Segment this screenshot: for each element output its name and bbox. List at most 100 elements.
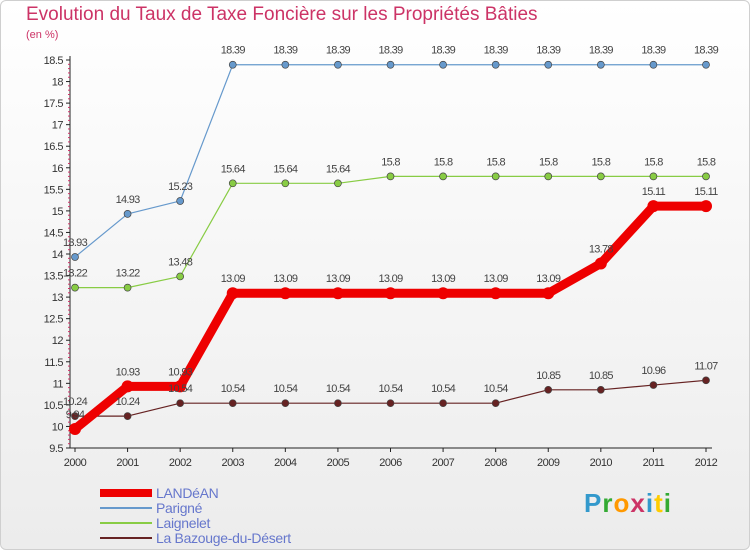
data-point [647, 200, 660, 213]
legend: LANDéAN Parigné Laignelet La Bazouge-du-Dés… [100, 485, 291, 546]
data-point [700, 200, 712, 213]
data-point [228, 60, 237, 69]
data-point [228, 399, 237, 408]
data-label: 13.09 [221, 273, 246, 285]
data-point [439, 172, 447, 181]
data-label: 10.54 [221, 383, 246, 395]
data-label: 9.94 [66, 409, 85, 421]
x-tick-label: 2012 [695, 457, 718, 469]
data-label: 15.64 [273, 163, 298, 175]
data-label: 18.39 [484, 45, 509, 57]
data-label: 15.11 [642, 186, 666, 198]
logo-letter: o [613, 488, 631, 518]
data-point [71, 412, 79, 420]
data-point [121, 380, 134, 393]
y-tick-label: 10.5 [44, 400, 64, 412]
data-label: 18.39 [536, 45, 561, 57]
legend-item: LANDéAN [100, 485, 291, 501]
data-point [174, 380, 187, 393]
data-label: 15.8 [592, 156, 611, 168]
y-tick-label: 13 [52, 292, 64, 304]
data-point [542, 287, 555, 300]
data-point [386, 60, 395, 69]
y-tick-label: 13.5 [44, 271, 64, 283]
data-point [123, 283, 132, 292]
data-label: 13.09 [273, 273, 298, 285]
data-point [702, 60, 710, 69]
data-labels: 13.93 14.93 15.23 18.39 18.39 18.39 18.39 18.39… [63, 45, 719, 421]
data-label: 10.85 [536, 370, 561, 382]
y-tick-label: 16.5 [44, 141, 64, 153]
data-label: 14.93 [116, 194, 141, 206]
data-point [544, 385, 553, 394]
data-point [384, 287, 397, 300]
data-point [439, 60, 447, 69]
logo-letter: P [584, 488, 603, 518]
data-point [491, 172, 500, 181]
data-label: 10.54 [431, 383, 456, 395]
legend-item: Laignelet [100, 515, 291, 531]
data-point [544, 172, 553, 181]
data-label: 10.93 [116, 366, 141, 378]
y-tick-label: 12.5 [44, 314, 64, 326]
data-label: 15.8 [486, 156, 505, 168]
data-point [439, 399, 447, 408]
unit-label: (en %) [26, 29, 59, 41]
data-label: 15.8 [644, 156, 663, 168]
y-tick-label: 15 [52, 206, 64, 218]
data-label: 15.64 [326, 163, 351, 175]
data-label: 18.39 [694, 45, 719, 57]
data-point [491, 399, 500, 408]
data-point [71, 253, 79, 261]
axes: 9.5 10 10.5 11 11.5 12 12.5 13 13.5 14 14.5 15 15.5 1… [44, 55, 719, 469]
data-label: 13.48 [168, 256, 193, 268]
x-tick-label: 2005 [327, 457, 350, 469]
data-label: 10.54 [378, 383, 403, 395]
data-point [702, 172, 710, 181]
data-label: 13.93 [63, 237, 88, 249]
data-label: 10.93 [168, 366, 193, 378]
legend-item: La Bazouge-du-Désert [100, 530, 291, 546]
chart-title: Evolution du Taux de Taxe Foncière sur l… [26, 4, 538, 25]
data-point [702, 376, 710, 385]
series-line [74, 175, 707, 289]
legend-item: Parigné [100, 500, 291, 516]
data-label: 18.39 [589, 45, 614, 57]
data-point [594, 257, 607, 270]
data-point [176, 272, 185, 281]
data-label: 10.24 [63, 396, 88, 408]
logo-letter: x [630, 488, 646, 518]
data-label: 13.09 [536, 273, 561, 285]
data-point [228, 179, 237, 188]
y-tick-label: 10 [52, 421, 64, 433]
y-tick-label: 11.5 [44, 357, 63, 369]
data-label: 15.8 [381, 156, 400, 168]
data-label: 10.54 [273, 383, 298, 395]
data-point [226, 287, 239, 300]
proxiti-logo: Proxiti [584, 488, 672, 519]
data-point [281, 179, 290, 188]
series-layer [69, 60, 712, 436]
legend-swatch [100, 488, 152, 497]
legend-swatch [100, 536, 152, 539]
data-label: 15.23 [168, 181, 193, 193]
x-tick-label: 2003 [222, 457, 245, 469]
data-point [596, 172, 605, 181]
data-label: 15.8 [539, 156, 558, 168]
y-tick-label: 12 [52, 335, 64, 347]
data-point [281, 60, 290, 69]
data-point [331, 287, 344, 300]
data-label: 18.39 [378, 45, 403, 57]
x-tick-label: 2001 [116, 457, 139, 469]
data-point [281, 399, 290, 408]
x-tick-label: 2007 [432, 457, 455, 469]
y-tick-label: 15.5 [44, 184, 64, 196]
legend-swatch [100, 521, 152, 524]
data-point [69, 423, 81, 436]
data-label: 18.39 [273, 45, 298, 57]
logo-letter: t [654, 488, 664, 518]
data-point [489, 287, 502, 300]
data-point [649, 381, 658, 389]
logo-letter: r [602, 488, 614, 518]
